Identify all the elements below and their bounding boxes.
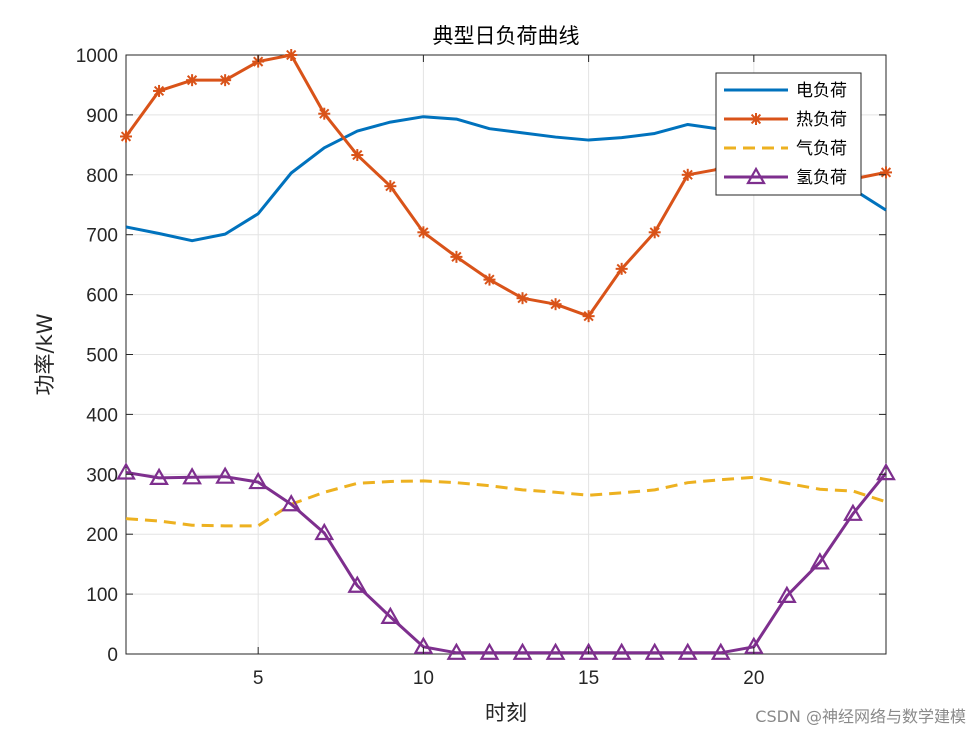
data-point-triangle <box>281 494 302 512</box>
x-tick-label: 20 <box>743 668 764 689</box>
legend-item: 气负荷 <box>724 139 847 159</box>
y-tick-label: 500 <box>86 346 118 367</box>
x-tick-label: 15 <box>578 668 599 689</box>
data-point-triangle <box>677 642 698 660</box>
y-tick-label: 900 <box>86 106 118 127</box>
x-axis-label: 时刻 <box>485 701 527 725</box>
series-line <box>125 471 888 655</box>
legend-label: 气负荷 <box>796 139 847 159</box>
y-tick-label: 100 <box>86 585 118 606</box>
data-point-asterisk <box>153 84 166 97</box>
data-point-triangle <box>810 552 830 570</box>
data-point-triangle <box>347 575 368 593</box>
data-point-asterisk <box>549 298 562 311</box>
x-tick-label: 10 <box>413 668 434 689</box>
data-point-triangle <box>578 642 599 660</box>
legend-label: 热负荷 <box>796 110 847 130</box>
data-point-triangle <box>843 503 863 521</box>
legend-label: 电负荷 <box>796 81 847 101</box>
y-tick-label: 600 <box>86 286 118 307</box>
data-point-triangle <box>116 462 136 480</box>
data-point-asterisk <box>582 310 595 323</box>
y-tick-label: 400 <box>86 405 118 426</box>
data-point-triangle <box>182 467 202 485</box>
data-point-triangle <box>446 642 467 660</box>
y-tick-label: 200 <box>86 525 118 546</box>
tick-labels: 0 100 200 300 400 500 600 700 800 900 1000 5 10 15 20 <box>76 46 886 689</box>
data-point-asterisk <box>648 226 661 239</box>
data-point-asterisk <box>417 226 430 239</box>
data-point-triangle <box>380 606 401 624</box>
legend-item: 电负荷 <box>724 81 847 101</box>
data-point-asterisk <box>186 74 199 87</box>
y-tick-label: 0 <box>107 645 118 666</box>
chart-title: 典型日负荷曲线 <box>433 24 580 48</box>
data-point-asterisk <box>516 292 529 305</box>
legend-label: 氢负荷 <box>796 168 847 188</box>
data-point-asterisk <box>450 250 463 263</box>
data-point-asterisk <box>219 74 232 87</box>
y-axis-label: 功率/kW <box>33 313 57 395</box>
data-point-triangle <box>710 642 731 660</box>
legend-item: 氢负荷 <box>724 166 847 188</box>
data-point-triangle <box>545 642 566 660</box>
data-point-asterisk <box>351 149 364 162</box>
data-point-asterisk <box>615 262 628 275</box>
x-tick-label: 5 <box>253 668 264 689</box>
data-point-asterisk <box>384 180 397 193</box>
data-point-triangle <box>479 642 500 660</box>
data-point-asterisk <box>120 130 132 143</box>
data-point-asterisk <box>880 166 892 179</box>
data-point-triangle <box>876 462 896 481</box>
data-point-asterisk <box>681 168 694 181</box>
data-point-asterisk <box>318 107 331 120</box>
y-tick-label: 1000 <box>76 46 118 67</box>
legend-box <box>715 72 862 196</box>
data-point-triangle <box>149 467 169 485</box>
series-line <box>125 475 887 528</box>
y-tick-label: 700 <box>86 226 118 247</box>
series-4 <box>116 462 896 660</box>
data-point-triangle <box>215 466 236 484</box>
data-point-asterisk <box>483 273 496 286</box>
data-point-asterisk <box>285 49 298 61</box>
data-point-triangle <box>776 585 797 603</box>
watermark: CSDN @神经网络与数学建模 <box>755 707 966 726</box>
data-point-triangle <box>611 642 632 660</box>
data-point-triangle <box>248 471 269 490</box>
legend-item: 热负荷 <box>724 110 847 130</box>
series-3 <box>125 475 887 528</box>
data-point-triangle <box>314 522 335 541</box>
y-tick-label: 800 <box>86 166 118 187</box>
data-point-triangle <box>512 642 533 660</box>
y-tick-label: 300 <box>86 465 118 486</box>
data-point-triangle <box>644 642 665 660</box>
